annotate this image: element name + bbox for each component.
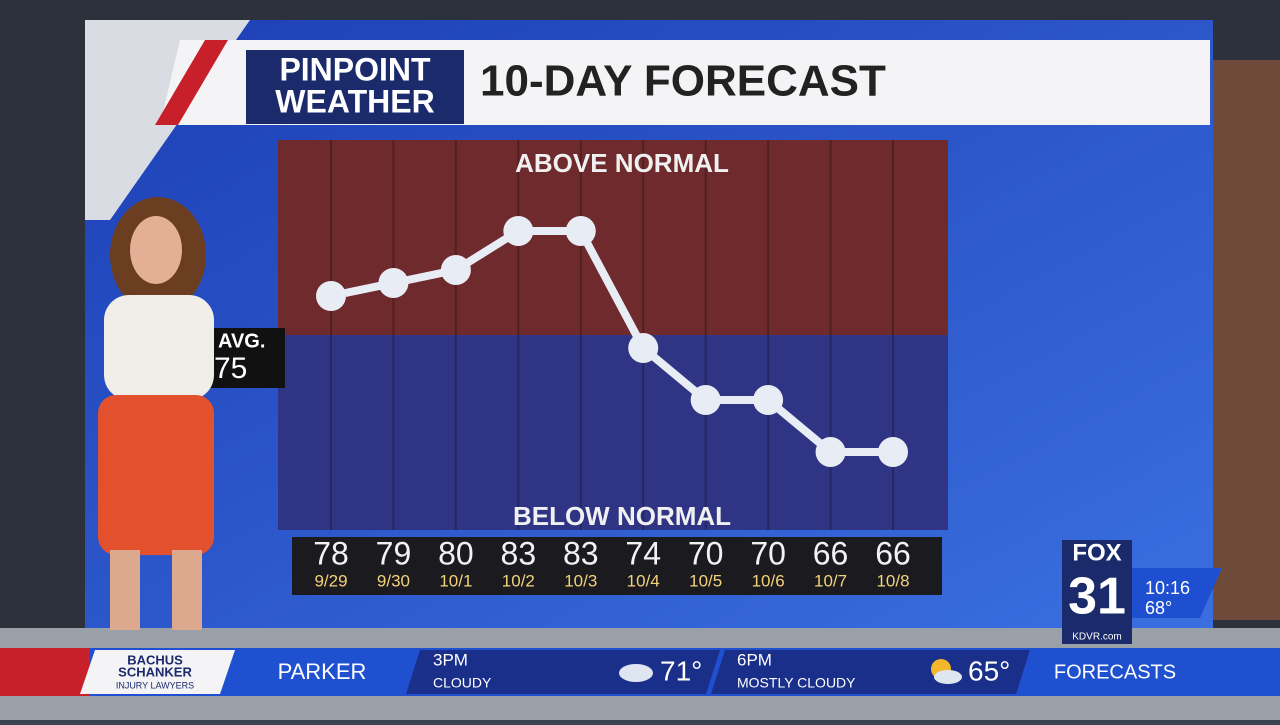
temp-point: [815, 437, 846, 467]
presenter: [98, 197, 214, 630]
date-label: 10/4: [627, 571, 660, 590]
temp-line: [330, 227, 893, 456]
temp-label: 74: [625, 535, 661, 571]
date-label: 10/7: [814, 571, 847, 590]
date-label: 9/30: [377, 571, 410, 590]
cloud-icon: [619, 664, 653, 682]
below-area: [278, 335, 948, 530]
date-label: 10/6: [752, 571, 785, 590]
current-temp: 68°: [1145, 598, 1172, 618]
temp-label: 70: [750, 535, 786, 571]
ticker-red: [0, 648, 90, 696]
temp-point: [690, 385, 721, 415]
temp-point: [753, 385, 784, 415]
bug-tab: [1132, 568, 1222, 618]
date-label: 9/29: [314, 571, 347, 590]
temp-label: 66: [813, 535, 849, 571]
slot-cond: CLOUDY: [433, 675, 492, 691]
value-strip: [292, 537, 942, 595]
temp-label: 83: [501, 535, 537, 571]
cloud-icon: [934, 670, 962, 684]
date-label: 10/8: [876, 571, 909, 590]
sponsor: INJURY LAWYERS: [116, 680, 194, 690]
sponsor: SCHANKER: [118, 664, 192, 679]
network: FOX: [1072, 539, 1121, 566]
temp-label: 70: [688, 535, 724, 571]
above-area: [278, 140, 948, 335]
slot-time: 3PM: [433, 650, 468, 669]
slot-temp: 65°: [968, 655, 1010, 686]
sponsor-box: [80, 650, 235, 694]
blouse: [104, 295, 214, 400]
city-window: [1210, 60, 1280, 620]
avg-value: 75: [214, 352, 247, 385]
leg: [172, 550, 202, 630]
temp-point: [503, 216, 534, 246]
bug-box: [1062, 540, 1132, 644]
header-title: 10-DAY FORECAST: [480, 57, 886, 106]
slot-time: 6PM: [737, 650, 772, 669]
ticker-location: PARKER: [278, 659, 367, 684]
avg-label: AVG.: [218, 330, 265, 352]
above-label: ABOVE NORMAL: [515, 148, 729, 178]
logo-text: PINPOINT: [279, 51, 431, 87]
date-label: 10/3: [564, 571, 597, 590]
face: [130, 216, 182, 284]
temp-point: [378, 268, 409, 298]
logo-text: WEATHER: [275, 83, 434, 119]
temp-point: [628, 333, 659, 363]
ticker: BACHUS SCHANKER INJURY LAWYERS PARKER 3P…: [0, 648, 1280, 696]
site: KDVR.com: [1072, 632, 1121, 643]
sponsor: BACHUS: [127, 652, 183, 667]
skirt: [98, 395, 214, 555]
station-bug: FOX 31 KDVR.com 10:16 68°: [1062, 539, 1222, 644]
leg: [110, 550, 140, 630]
below-label: BELOW NORMAL: [513, 501, 731, 531]
temp-label: 66: [875, 535, 911, 571]
logo-box: [246, 50, 464, 124]
temp-point: [565, 216, 596, 246]
temp-label: 80: [438, 535, 474, 571]
date-label: 10/1: [439, 571, 472, 590]
time: 10:16: [1145, 578, 1190, 598]
slot-box: [406, 650, 720, 694]
avg-box: [200, 328, 285, 388]
ticker-section: FORECASTS: [1054, 661, 1176, 683]
channel: 31: [1068, 568, 1126, 626]
slot-cond: MOSTLY CLOUDY: [737, 675, 856, 691]
date-label: 10/2: [502, 571, 535, 590]
temp-point: [878, 437, 908, 467]
temp-point: [316, 281, 346, 311]
temp-label: 83: [563, 535, 599, 571]
temp-point: [440, 255, 471, 285]
temp-label: 78: [313, 535, 349, 571]
slot-temp: 71°: [660, 655, 702, 686]
date-label: 10/5: [689, 571, 722, 590]
header-stripe: [155, 40, 228, 125]
temp-label: 79: [376, 535, 412, 571]
